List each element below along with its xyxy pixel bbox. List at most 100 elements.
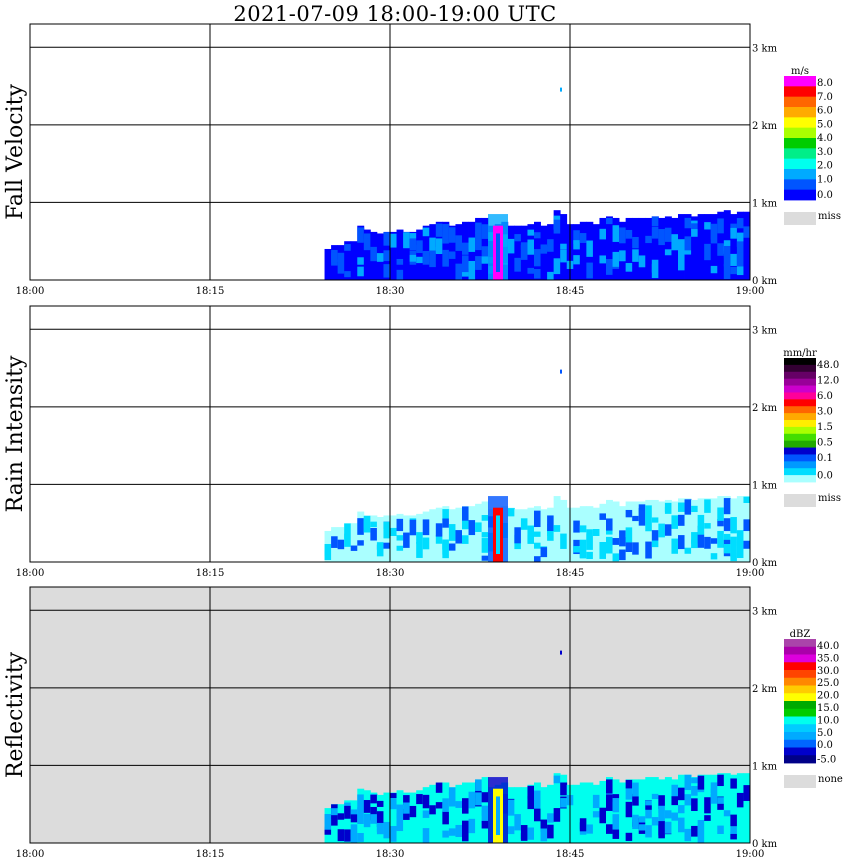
echo-cell — [625, 527, 633, 543]
echo-cell — [390, 527, 397, 537]
echo-cell — [403, 532, 411, 548]
echo-cell — [416, 532, 424, 544]
colorbar-missing-swatch — [784, 212, 816, 225]
echo-column — [475, 779, 483, 843]
echo-cell — [671, 784, 679, 799]
echo-cell — [678, 254, 685, 271]
echo-cell — [710, 265, 718, 274]
echo-cell — [710, 538, 718, 544]
echo-cell — [435, 523, 443, 537]
echo-column — [586, 782, 594, 843]
colorbar-missing-label: none — [818, 774, 843, 785]
echo-column — [455, 224, 463, 280]
colorbar-label: 25.0 — [817, 678, 839, 689]
echo-cell — [684, 547, 692, 554]
echo-cell — [357, 227, 365, 243]
echo-cell — [481, 246, 489, 264]
echo-cell — [429, 237, 437, 253]
echo-column — [638, 779, 646, 843]
echo-cell — [376, 800, 384, 807]
y-tick-label: 1 km — [752, 761, 778, 772]
echo-cell — [448, 524, 456, 541]
echo-cell — [710, 793, 718, 804]
colorbar-label: 35.0 — [817, 653, 839, 664]
echo-cell — [658, 824, 666, 839]
echo-column — [422, 511, 430, 562]
echo-column — [350, 241, 358, 280]
echo-cell — [606, 794, 613, 811]
echo-cell — [678, 817, 685, 833]
colorbar-swatch — [784, 433, 816, 442]
echo-cell — [717, 774, 725, 787]
echo-cell — [645, 515, 653, 522]
echo-cell — [396, 258, 404, 265]
echo-cell — [337, 829, 345, 842]
echo-cell — [599, 513, 607, 520]
colorbar-swatch — [784, 127, 816, 139]
echo-cell — [416, 256, 424, 264]
echo-column — [324, 248, 332, 280]
echo-cell — [743, 540, 751, 549]
echo-cell — [396, 535, 404, 541]
echo-cell — [534, 232, 541, 239]
echo-cell — [560, 533, 568, 549]
echo-cell — [422, 519, 430, 536]
colorbar-swatch — [784, 117, 816, 129]
echo-column — [612, 217, 620, 280]
echo-cell — [507, 799, 515, 809]
echo-cell — [357, 266, 365, 277]
echo-cell — [396, 820, 404, 832]
echo-cell — [638, 824, 646, 831]
echo-cell — [547, 246, 555, 252]
echo-cell — [651, 216, 659, 227]
echo-cell — [579, 818, 587, 832]
echo-cell — [350, 809, 358, 818]
echo-cell — [658, 795, 666, 809]
echo-cell — [462, 520, 469, 530]
echo-cell — [625, 229, 633, 239]
echo-cell — [540, 828, 548, 842]
echo-cell — [592, 811, 600, 818]
echo-cell — [370, 794, 378, 804]
echo-column — [691, 499, 699, 562]
echo-cell — [553, 219, 561, 234]
colorbar-swatch — [784, 96, 816, 108]
echo-cell — [331, 252, 339, 263]
colorbar-label: 0.0 — [817, 471, 833, 482]
colorbar-label: 10.0 — [817, 715, 839, 726]
echo-cell — [376, 811, 384, 828]
colorbar-unit: m/s — [791, 66, 809, 77]
echo-cell — [697, 534, 705, 548]
colorbar-swatch — [784, 708, 816, 717]
x-tick-label: 18:00 — [16, 849, 45, 860]
x-tick-label: 18:45 — [556, 286, 585, 297]
echo-cell — [612, 225, 620, 242]
echo-column — [691, 216, 699, 280]
colorbar-swatch — [784, 392, 816, 400]
echo-cell — [651, 530, 659, 541]
colorbar-swatch — [784, 378, 816, 386]
echo-cell — [390, 826, 397, 842]
echo-cell — [390, 233, 397, 248]
echo-cell — [573, 546, 581, 553]
echo-cell — [475, 522, 483, 532]
echo-cell — [448, 543, 456, 551]
colorbar-label: 4.0 — [817, 133, 833, 144]
colorbar-swatch — [784, 179, 816, 191]
echo-cell — [481, 820, 489, 829]
echo-column — [579, 782, 587, 843]
echo-cell — [481, 224, 489, 239]
echo-cell — [697, 514, 705, 532]
echo-cell — [599, 541, 607, 559]
echo-cell — [416, 240, 424, 254]
echo-cell — [422, 537, 430, 550]
echo-column — [514, 225, 522, 280]
echo-cell — [651, 263, 659, 279]
y-tick-label: 3 km — [752, 606, 778, 617]
echo-cell — [553, 808, 561, 822]
echo-column — [409, 515, 417, 562]
echo-cell — [736, 541, 744, 557]
echo-cell — [664, 810, 672, 819]
echo-cell — [645, 801, 653, 819]
